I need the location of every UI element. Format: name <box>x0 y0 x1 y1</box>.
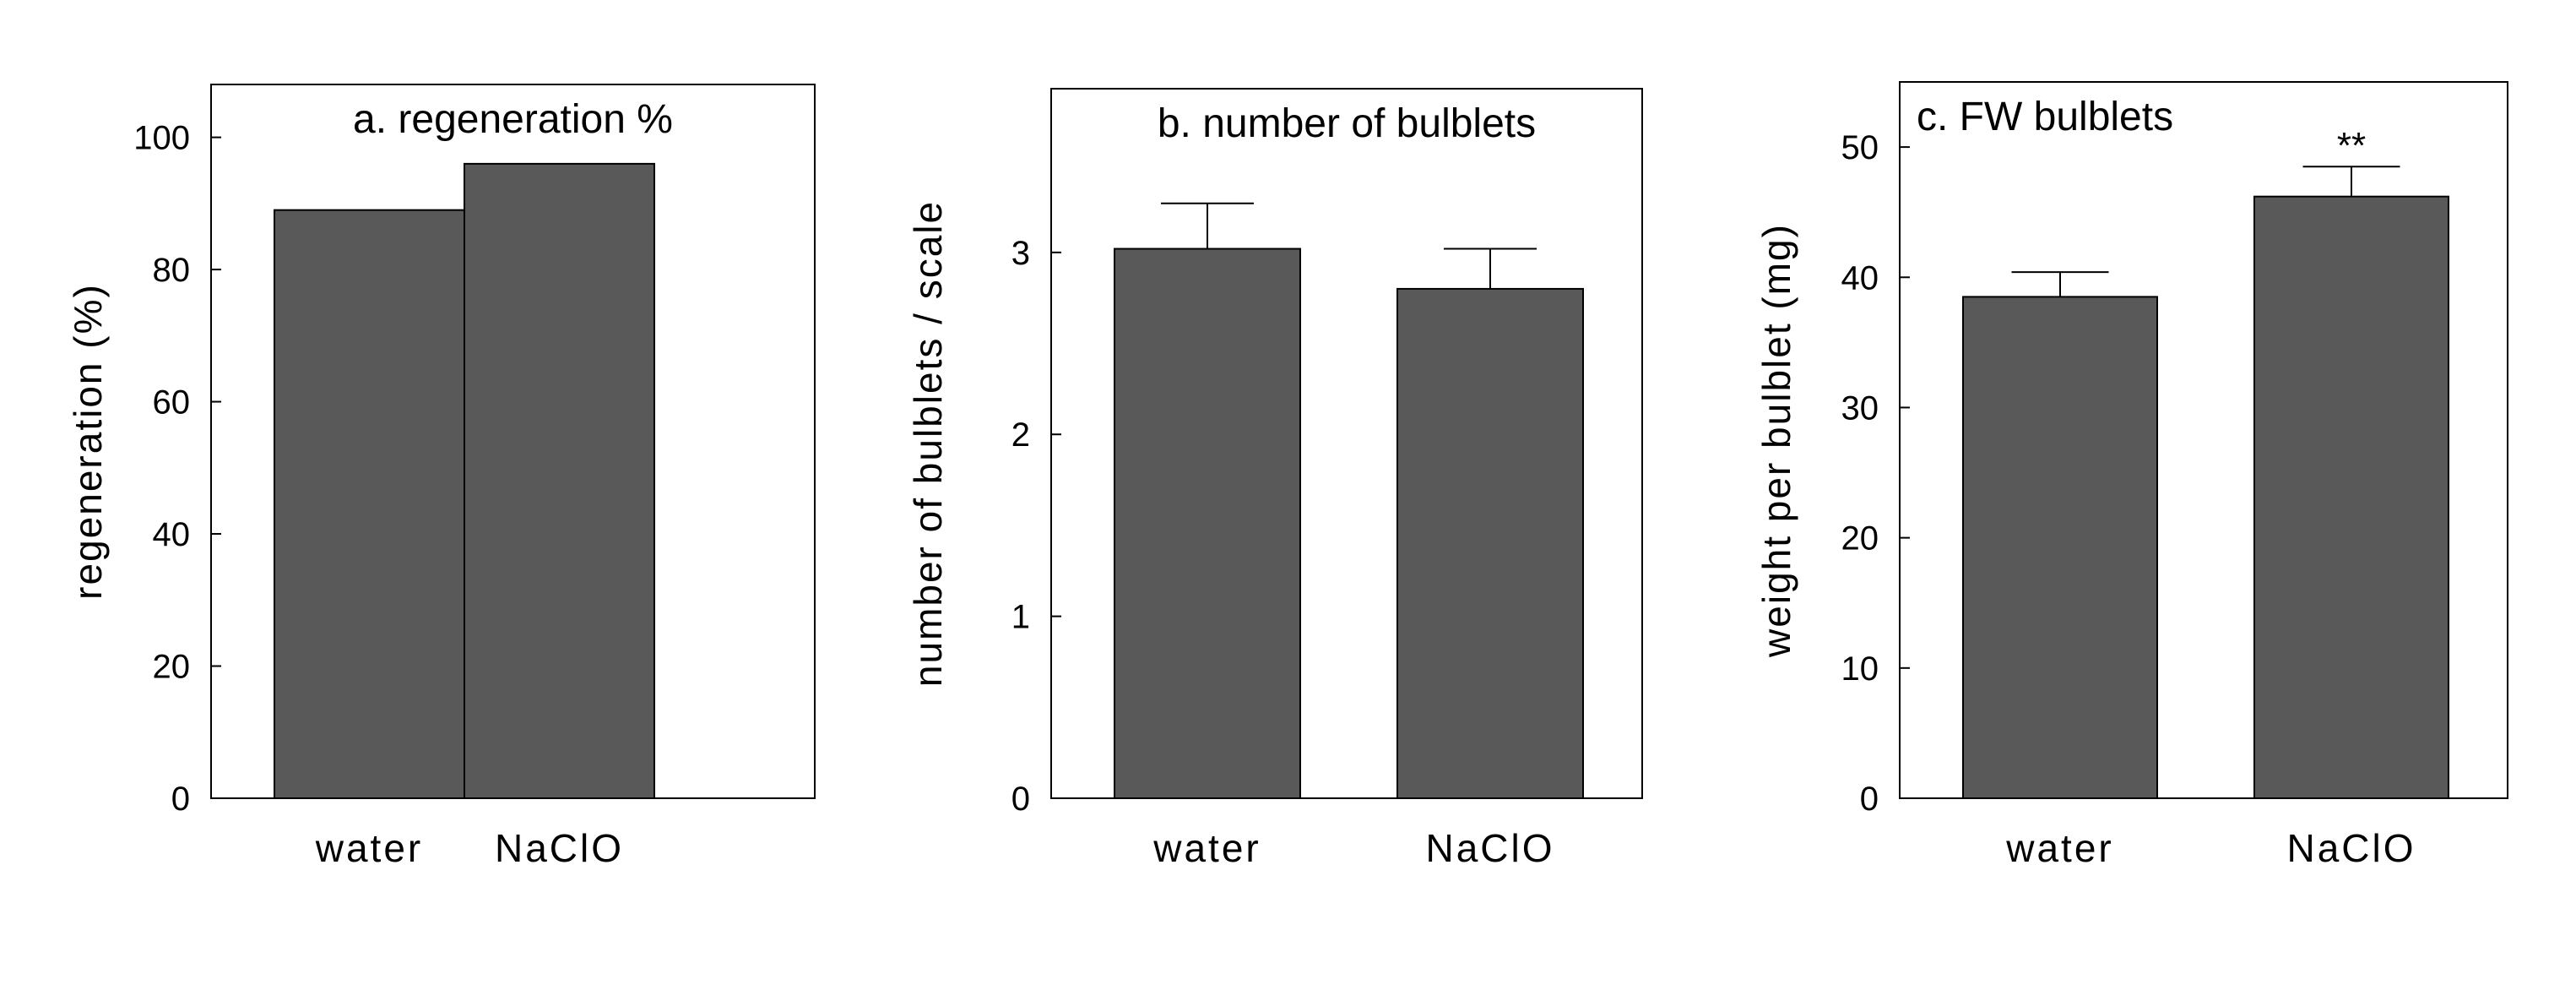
x-category-label: NaClO <box>2286 826 2416 870</box>
chart-title: a. regeneration % <box>353 97 673 142</box>
panel-regeneration: 0 20 40 60 80 100 water NaClO a. regeneration % r… <box>66 84 816 870</box>
y-tick-label: 0 <box>1011 781 1030 818</box>
x-category-label: NaClO <box>495 826 624 870</box>
y-tick-label: 0 <box>171 781 190 818</box>
y-axis-label: number of bulblets / scale <box>906 200 950 687</box>
x-category-label: water <box>1152 826 1261 870</box>
y-tick-label: 2 <box>1011 416 1030 454</box>
y-tick-label: 50 <box>1841 129 1879 166</box>
chart-title: b. number of bulblets <box>1158 101 1536 146</box>
x-category-label: water <box>315 826 423 870</box>
y-tick-label: 3 <box>1011 235 1030 272</box>
y-tick-label: 30 <box>1841 389 1879 427</box>
bar-water <box>1962 296 2158 799</box>
panel-number-of-bulblets: 0 1 2 3 water NaClO b. number of bulblets numbe… <box>906 88 1643 870</box>
y-tick-label: 0 <box>1860 781 1879 818</box>
x-category-label: NaClO <box>1425 826 1554 870</box>
significance-marker: ** <box>2337 125 2366 166</box>
y-tick-label: 1 <box>1011 599 1030 636</box>
y-tick-label: 10 <box>1841 650 1879 688</box>
bar-water <box>274 209 465 799</box>
chart-title: c. FW bulblets <box>1917 95 2173 139</box>
bar-naclo <box>464 162 655 799</box>
y-axis-label: regeneration (%) <box>66 283 110 600</box>
y-axis-label: weight per bulblet (mg) <box>1754 223 1798 658</box>
panel-fw-bulblets: 0 10 20 30 40 50 water ** NaClO c. FW bulblets wei… <box>1754 81 2508 870</box>
y-tick-label: 100 <box>133 120 190 157</box>
y-tick-label: 20 <box>1841 520 1879 558</box>
bar-water <box>1114 248 1301 799</box>
plot-frame <box>1050 88 1643 799</box>
plot-frame <box>1899 81 2508 799</box>
y-tick-label: 80 <box>153 252 191 289</box>
y-tick-label: 20 <box>153 649 191 686</box>
y-tick-label: 40 <box>153 516 191 553</box>
bar-naclo <box>1396 287 1584 799</box>
y-tick-label: 60 <box>153 384 191 422</box>
y-tick-label: 40 <box>1841 259 1879 296</box>
x-category-label: water <box>2005 826 2113 870</box>
bar-naclo <box>2253 195 2449 799</box>
